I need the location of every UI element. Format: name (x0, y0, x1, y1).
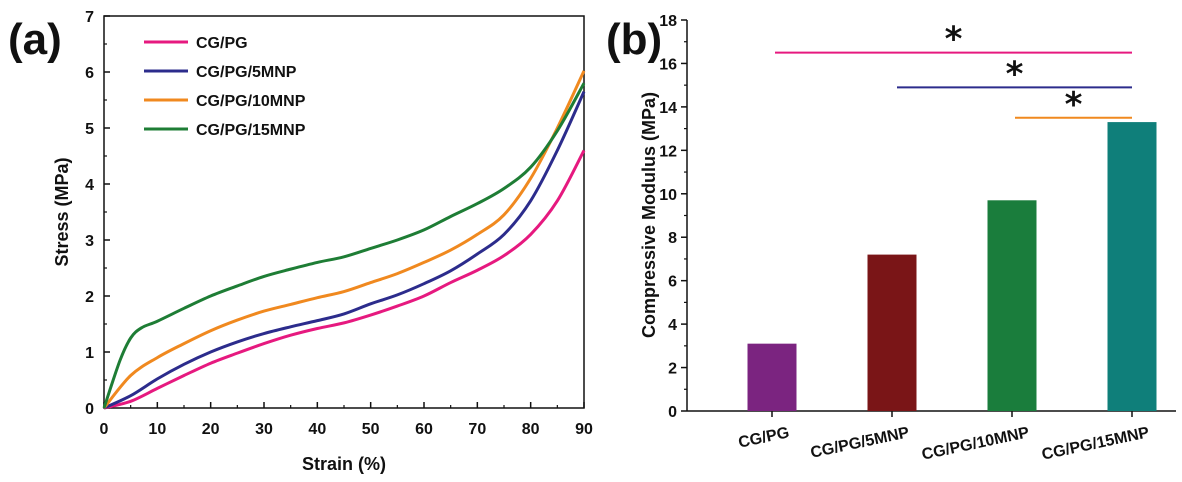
y-tick-label: 18 (659, 13, 677, 30)
bar (867, 254, 917, 411)
legend-label: CG/PG/15MNP (196, 122, 306, 139)
y-tick-label: 2 (668, 361, 677, 378)
bar (747, 343, 797, 411)
legend-label: CG/PG/10MNP (196, 93, 306, 110)
y-tick-label: 6 (85, 65, 94, 82)
significance-markers: * * * (775, 20, 1132, 125)
y-axis-title: Stress (MPa) (52, 157, 72, 266)
x-tick-label: 50 (362, 421, 380, 438)
significance-star: * (1065, 85, 1083, 125)
legend: CG/PG CG/PG/5MNP CG/PG/10MNP CG/PG/15MNP (144, 35, 306, 139)
x-tick-label: 40 (308, 421, 326, 438)
y-tick-label: 4 (668, 317, 677, 334)
category-label: CG/PG/15MNP (1040, 424, 1151, 463)
y-tick-label: 8 (668, 230, 677, 247)
x-tick-label: 30 (255, 421, 273, 438)
series-line (103, 149, 586, 410)
category-label: CG/PG/5MNP (809, 424, 911, 462)
y-tick-label: 5 (85, 121, 94, 138)
x-axis-title: Strain (%) (302, 454, 386, 474)
y-tick-label: 1 (85, 345, 94, 362)
bar (1107, 122, 1157, 411)
significance-star: * (1006, 54, 1024, 94)
y-tick-label: 16 (659, 56, 677, 73)
y-tick-label: 4 (85, 177, 94, 194)
category-label: CG/PG/10MNP (920, 424, 1031, 463)
legend-label: CG/PG (196, 35, 248, 52)
y-tick-label: 0 (85, 401, 94, 418)
x-tick-label: 90 (575, 421, 593, 438)
x-tick-label: 70 (468, 421, 486, 438)
y-tick-label: 10 (659, 187, 677, 204)
category-labels: CG/PG CG/PG/5MNP CG/PG/10MNP CG/PG/15MNP (737, 424, 1151, 463)
panel-label-b: (b) (606, 15, 662, 64)
y-tick-label: 14 (659, 100, 677, 117)
series-line (103, 90, 586, 410)
x-tick-label: 20 (202, 421, 220, 438)
axis-ticks: 0 2 4 6 8 10 12 14 16 18 (659, 13, 1133, 421)
y-tick-label: 2 (85, 289, 94, 306)
series-line (102, 70, 586, 409)
y-tick-label: 3 (85, 233, 94, 250)
x-tick-label: 80 (522, 421, 540, 438)
x-tick-label: 10 (148, 421, 166, 438)
x-tick-label: 0 (100, 421, 109, 438)
significance-star: * (945, 20, 963, 60)
category-label: CG/PG (737, 424, 791, 451)
y-tick-label: 6 (668, 274, 677, 291)
series-lines (102, 70, 586, 410)
bar (987, 200, 1037, 411)
y-tick-label: 12 (659, 143, 677, 160)
bars (747, 122, 1157, 411)
series-line (102, 82, 586, 409)
x-tick-label: 60 (415, 421, 433, 438)
panel-label-a: (a) (8, 15, 62, 64)
y-tick-label: 0 (668, 404, 677, 421)
y-axis-title: Compressive Modulus (MPa) (639, 92, 659, 338)
axis-ticks: 0 10 20 30 40 50 60 70 80 90 0 1 2 3 4 5 6 7 (85, 9, 593, 438)
y-tick-label: 7 (85, 9, 94, 26)
legend-label: CG/PG/5MNP (196, 64, 297, 81)
